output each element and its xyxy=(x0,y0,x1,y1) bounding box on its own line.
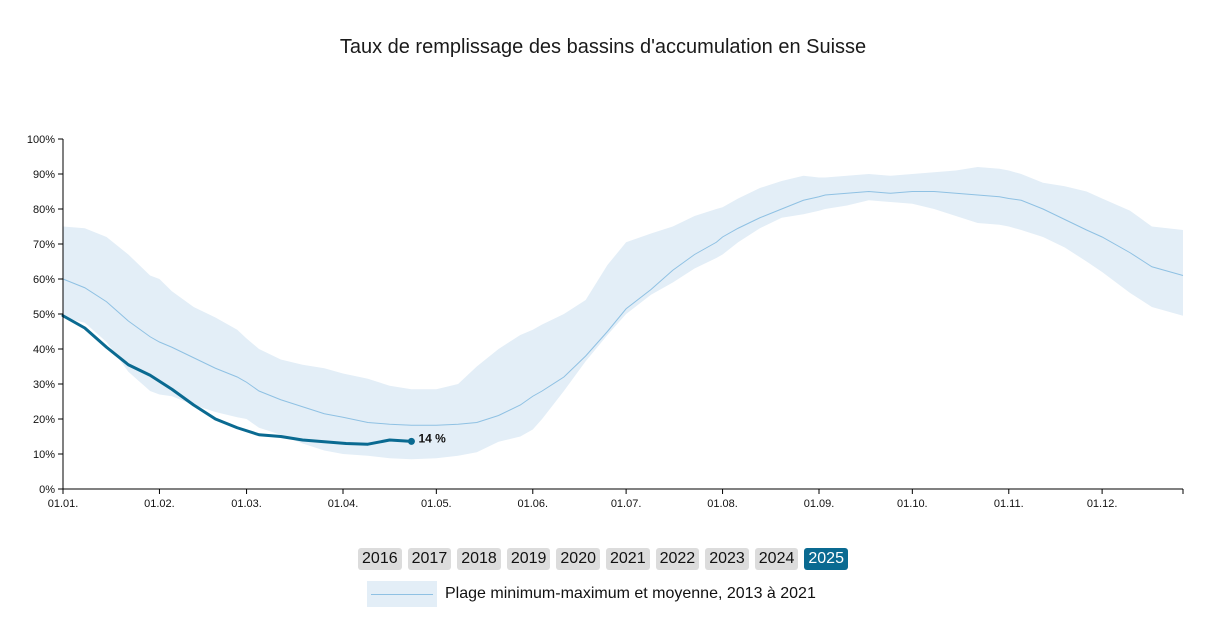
legend-swatch-line xyxy=(371,594,433,595)
x-tick-label: 01.05. xyxy=(421,498,452,510)
y-tick-label: 80% xyxy=(33,204,55,216)
year-button-2019[interactable]: 2019 xyxy=(506,548,551,570)
year-button-2018[interactable]: 2018 xyxy=(457,548,501,570)
series-line-2025 xyxy=(61,314,413,446)
legend-label: Plage minimum-maximum et moyenne, 2013 à… xyxy=(445,585,816,602)
last-point-marker xyxy=(407,437,415,445)
x-tick-label: 01.09. xyxy=(804,498,835,510)
x-tick-label: 01.06. xyxy=(517,498,548,510)
x-tick-label: 01.01. xyxy=(48,498,79,510)
legend-swatch xyxy=(367,581,437,607)
year-button-2022[interactable]: 2022 xyxy=(655,548,700,570)
x-tick-label: 01.04. xyxy=(328,498,359,510)
x-tick-label: 01.12. xyxy=(1087,498,1118,510)
y-tick-label: 90% xyxy=(33,169,55,181)
x-tick-label: 01.11. xyxy=(994,498,1024,510)
mean-line xyxy=(62,190,1184,426)
year-button-2023[interactable]: 2023 xyxy=(705,548,749,570)
year-button-2025[interactable]: 2025 xyxy=(804,548,848,570)
year-button-2020[interactable]: 2020 xyxy=(556,548,600,570)
year-button-2017[interactable]: 2017 xyxy=(407,548,452,570)
x-tick-label: 01.07. xyxy=(611,498,642,510)
x-tick-label: 01.08. xyxy=(707,498,738,510)
legend: Plage minimum-maximum et moyenne, 2013 à… xyxy=(367,581,816,607)
chart-title: Taux de remplissage des bassins d'accumu… xyxy=(339,36,867,58)
y-tick-label: 10% xyxy=(33,449,55,461)
y-tick-label: 0% xyxy=(39,484,55,496)
y-tick-label: 40% xyxy=(33,344,55,356)
y-tick-label: 20% xyxy=(33,414,55,426)
year-button-2016[interactable]: 2016 xyxy=(358,548,402,570)
year-selector: 2016 2017 2018 2019 2020 2021 2022 2023 2024 2025 xyxy=(0,548,1206,570)
x-tick-label: 01.02. xyxy=(144,498,175,510)
x-tick-label: 01.10. xyxy=(897,498,928,510)
x-tick-label: 01.03. xyxy=(231,498,262,510)
year-button-2021[interactable]: 2021 xyxy=(606,548,650,570)
y-tick-label: 50% xyxy=(33,309,55,321)
y-tick-label: 70% xyxy=(33,239,55,251)
y-tick-label: 30% xyxy=(33,379,55,391)
year-button-2024[interactable]: 2024 xyxy=(754,548,799,570)
last-point-label: 14 % xyxy=(418,431,446,445)
y-tick-label: 60% xyxy=(33,274,55,286)
y-tick-label: 100% xyxy=(27,134,55,146)
